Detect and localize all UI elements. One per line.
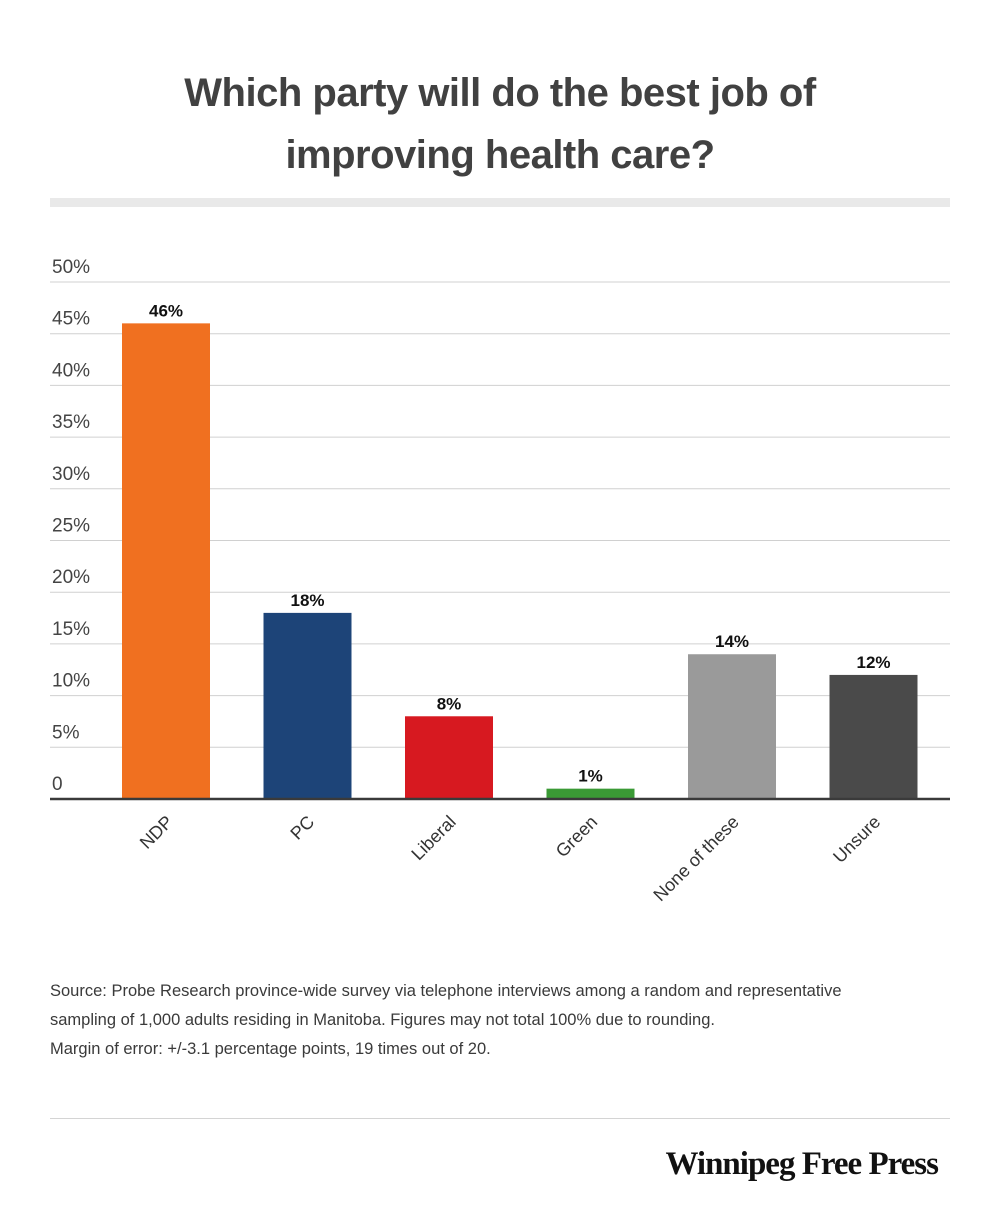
title-divider (50, 198, 950, 207)
chart-title: Which party will do the best job of impr… (0, 62, 1000, 186)
y-tick-label: 40% (52, 360, 90, 381)
y-tick-label: 10% (52, 671, 90, 692)
bar (829, 674, 918, 799)
y-tick-label: 35% (52, 412, 90, 433)
bar (405, 716, 493, 799)
x-category-label: Unsure (829, 812, 884, 867)
y-tick-label: 5% (52, 722, 80, 743)
bar-value-label: 14% (715, 632, 749, 651)
bar-value-label: 8% (437, 694, 462, 713)
y-tick-label: 50% (52, 257, 90, 278)
y-tick-label: 0 (52, 774, 63, 795)
x-category-label: None of these (649, 812, 742, 905)
bar-value-label: 46% (149, 301, 183, 320)
bar (688, 654, 776, 799)
x-category-label: Green (552, 812, 602, 862)
source-note: Source: Probe Research province-wide sur… (50, 977, 950, 1064)
bar-value-label: 1% (578, 767, 603, 786)
y-tick-label: 45% (52, 309, 90, 330)
bar-value-label: 12% (856, 653, 890, 672)
bar-chart: 0 5% 10% 15% 20% 25% 30% 35% 40% 45% 50% 46% NDP 18% P… (50, 257, 950, 905)
y-tick-label: 20% (52, 567, 90, 588)
bar (546, 788, 635, 799)
chart-title-line-1: Which party will do the best job of (184, 71, 816, 115)
source-line-1: Source: Probe Research province-wide sur… (50, 982, 842, 1000)
footer-divider (50, 1118, 950, 1119)
brand-logo: Winnipeg Free Press (665, 1146, 939, 1182)
source-line-2: sampling of 1,000 adults residing in Man… (50, 1011, 715, 1029)
bar-value-label: 18% (290, 591, 324, 610)
chart-title-line-2: improving health care? (285, 133, 715, 177)
x-category-label: Liberal (407, 812, 459, 864)
x-category-label: NDP (136, 812, 177, 853)
bar (122, 323, 210, 799)
y-tick-label: 15% (52, 619, 90, 640)
y-tick-label: 30% (52, 464, 90, 485)
y-tick-label: 25% (52, 516, 90, 537)
x-category-label: PC (286, 812, 318, 844)
source-line-3: Margin of error: +/-3.1 percentage point… (50, 1040, 491, 1058)
bar (263, 612, 352, 799)
